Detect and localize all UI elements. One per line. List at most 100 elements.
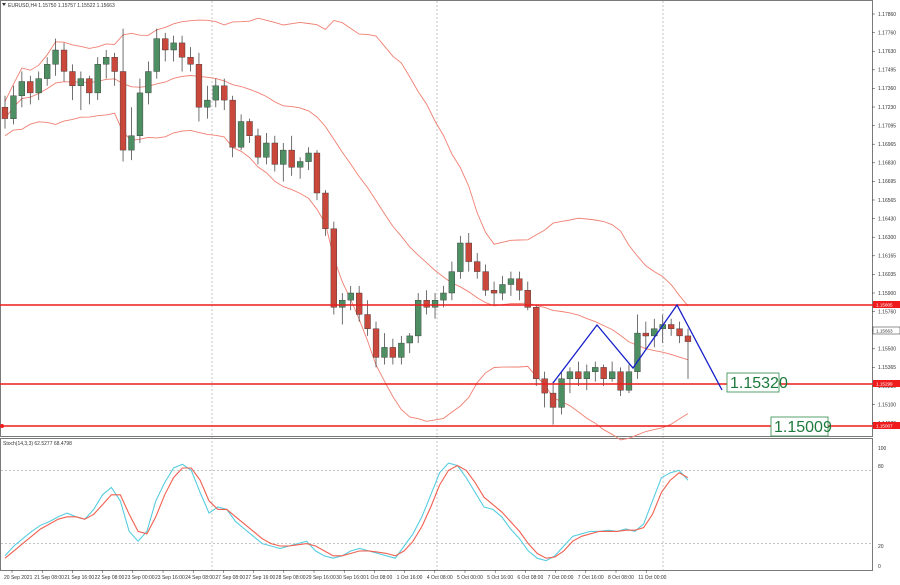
- candle-body-6: [52, 49, 59, 65]
- time-tick-label-7: 27 Sep 08:00: [215, 575, 245, 581]
- candle-body-72: [609, 371, 616, 380]
- price-tick-label-15: 1.15900: [878, 291, 896, 297]
- candle-body-3: [27, 81, 34, 94]
- candle-body-34: [288, 149, 295, 168]
- candle-body-49: [415, 300, 422, 337]
- time-tick-label-19: 7 Oct 16:00: [578, 575, 604, 581]
- stoch-signal-line: [4, 464, 689, 559]
- candle-body-51: [431, 300, 439, 308]
- bollinger-lower: [4, 112, 689, 441]
- candle-body-57: [482, 271, 489, 291]
- current-price-tag: 1.15663: [872, 326, 900, 335]
- stoch-tick-label-2: 20: [878, 544, 884, 550]
- time-tick-label-8: 27 Sep 16:00: [246, 575, 276, 581]
- current-price-tag-text: 1.15663: [876, 329, 893, 334]
- candle-body-41: [347, 292, 354, 301]
- price-tick-label-2: 1.17630: [878, 49, 896, 55]
- candle-body-36: [305, 152, 312, 162]
- price-tick-label-6: 1.17095: [878, 123, 896, 129]
- price-tag-upper: 1.15805: [873, 301, 900, 308]
- price-tag-lower-text: 1.15007: [876, 424, 893, 429]
- price-tick-label-7: 1.16965: [878, 142, 896, 148]
- candle-body-9: [77, 78, 85, 86]
- candle-body-30: [254, 135, 262, 158]
- stoch-header: Stoch(14,3,3) 62.5277 68.4798: [3, 441, 72, 447]
- candle-body-29: [246, 121, 253, 137]
- candle-body-69: [583, 371, 591, 380]
- price-tick-label-8: 1.16830: [878, 161, 896, 167]
- time-tick-label-1: 21 Sep 08:00: [34, 575, 64, 581]
- time-tick-label-5: 23 Sep 16:00: [155, 575, 185, 581]
- candle-body-58: [490, 290, 498, 294]
- bollinger-middle: [4, 75, 689, 361]
- candle-body-48: [406, 335, 413, 344]
- candle-body-12: [102, 57, 110, 65]
- time-tick-label-0: 20 Sep 2021: [4, 575, 33, 581]
- candle-body-43: [364, 314, 371, 330]
- candle-body-54: [457, 242, 464, 272]
- candle-body-64: [541, 378, 548, 394]
- candle-body-46: [389, 347, 396, 358]
- candle-body-50: [423, 300, 430, 308]
- stoch-tick-label-3: 0: [878, 564, 881, 570]
- level-anchor-dot: [0, 424, 4, 428]
- main-plot-frame: [0, 0, 873, 437]
- price-tick-label-10: 1.16565: [878, 198, 896, 204]
- candle-body-22: [187, 57, 194, 65]
- candle-body-20: [170, 42, 177, 51]
- candle-body-79: [668, 324, 675, 330]
- candle-body-62: [524, 290, 531, 308]
- candle-body-27: [229, 99, 236, 148]
- time-axis: 20 Sep 2021 21 Sep 08:00 21 Sep 16:00 22 Se…: [4, 570, 667, 581]
- candle-body-23: [195, 64, 203, 108]
- candle-body-24: [204, 99, 211, 108]
- candle-body-2: [18, 81, 25, 97]
- candle-body-0: [1, 106, 9, 119]
- candle-body-76: [642, 332, 650, 337]
- candle-body-33: [280, 149, 287, 165]
- header-triangle-icon: [2, 3, 6, 6]
- time-tick-label-9: 28 Sep 08:00: [276, 575, 306, 581]
- price-tag-middle: 1.15299: [873, 380, 900, 387]
- price-tick-label-19: 1.15365: [878, 365, 896, 371]
- bollinger-bands: [4, 17, 689, 441]
- symbol-header: EURUSD,H4 1.15750 1.15757 1.15522 1.1566…: [8, 3, 115, 9]
- candlestick-series: [1, 28, 692, 425]
- candle-body-1: [10, 95, 17, 119]
- candle-body-81: [684, 335, 692, 342]
- candle-body-59: [499, 284, 506, 294]
- candle-body-67: [566, 371, 574, 380]
- candle-body-40: [339, 300, 346, 308]
- candle-body-15: [128, 135, 135, 151]
- price-tick-label-12: 1.16300: [878, 235, 896, 241]
- candle-body-65: [549, 392, 557, 408]
- time-tick-label-12: 1 Oct 08:00: [366, 575, 392, 581]
- target-label-lower: 1.15009: [770, 416, 832, 437]
- candle-body-56: [474, 261, 481, 272]
- price-tick-label-18: 1.15500: [878, 347, 896, 353]
- price-tick-label-9: 1.16695: [878, 179, 896, 185]
- time-tick-label-3: 22 Sep 08:00: [95, 575, 125, 581]
- time-tick-label-14: 4 Oct 08:00: [427, 575, 453, 581]
- stochastic-lines: [1, 462, 872, 562]
- price-tick-label-13: 1.16165: [878, 254, 896, 260]
- candle-body-45: [381, 347, 388, 358]
- bollinger-upper: [4, 17, 689, 307]
- candle-body-44: [372, 328, 380, 358]
- candle-body-68: [575, 371, 582, 380]
- candle-body-26: [221, 85, 228, 101]
- time-tick-label-4: 23 Sep 00:00: [125, 575, 155, 581]
- candle-body-8: [69, 71, 76, 87]
- candle-body-47: [398, 342, 405, 358]
- time-tick-label-10: 29 Sep 16:00: [306, 575, 336, 581]
- candle-body-14: [119, 71, 127, 151]
- price-tag-lower: 1.15007: [873, 422, 900, 429]
- candle-body-11: [94, 64, 101, 94]
- price-tick-label-1: 1.17760: [878, 30, 896, 36]
- candle-body-39: [330, 228, 337, 308]
- candle-body-19: [162, 38, 169, 51]
- time-tick-label-11: 30 Sep 16:00: [336, 575, 366, 581]
- vertical-grid: [211, 1, 664, 570]
- price-tick-label-11: 1.16430: [878, 216, 896, 222]
- stoch-tick-label-1: 80: [878, 464, 884, 470]
